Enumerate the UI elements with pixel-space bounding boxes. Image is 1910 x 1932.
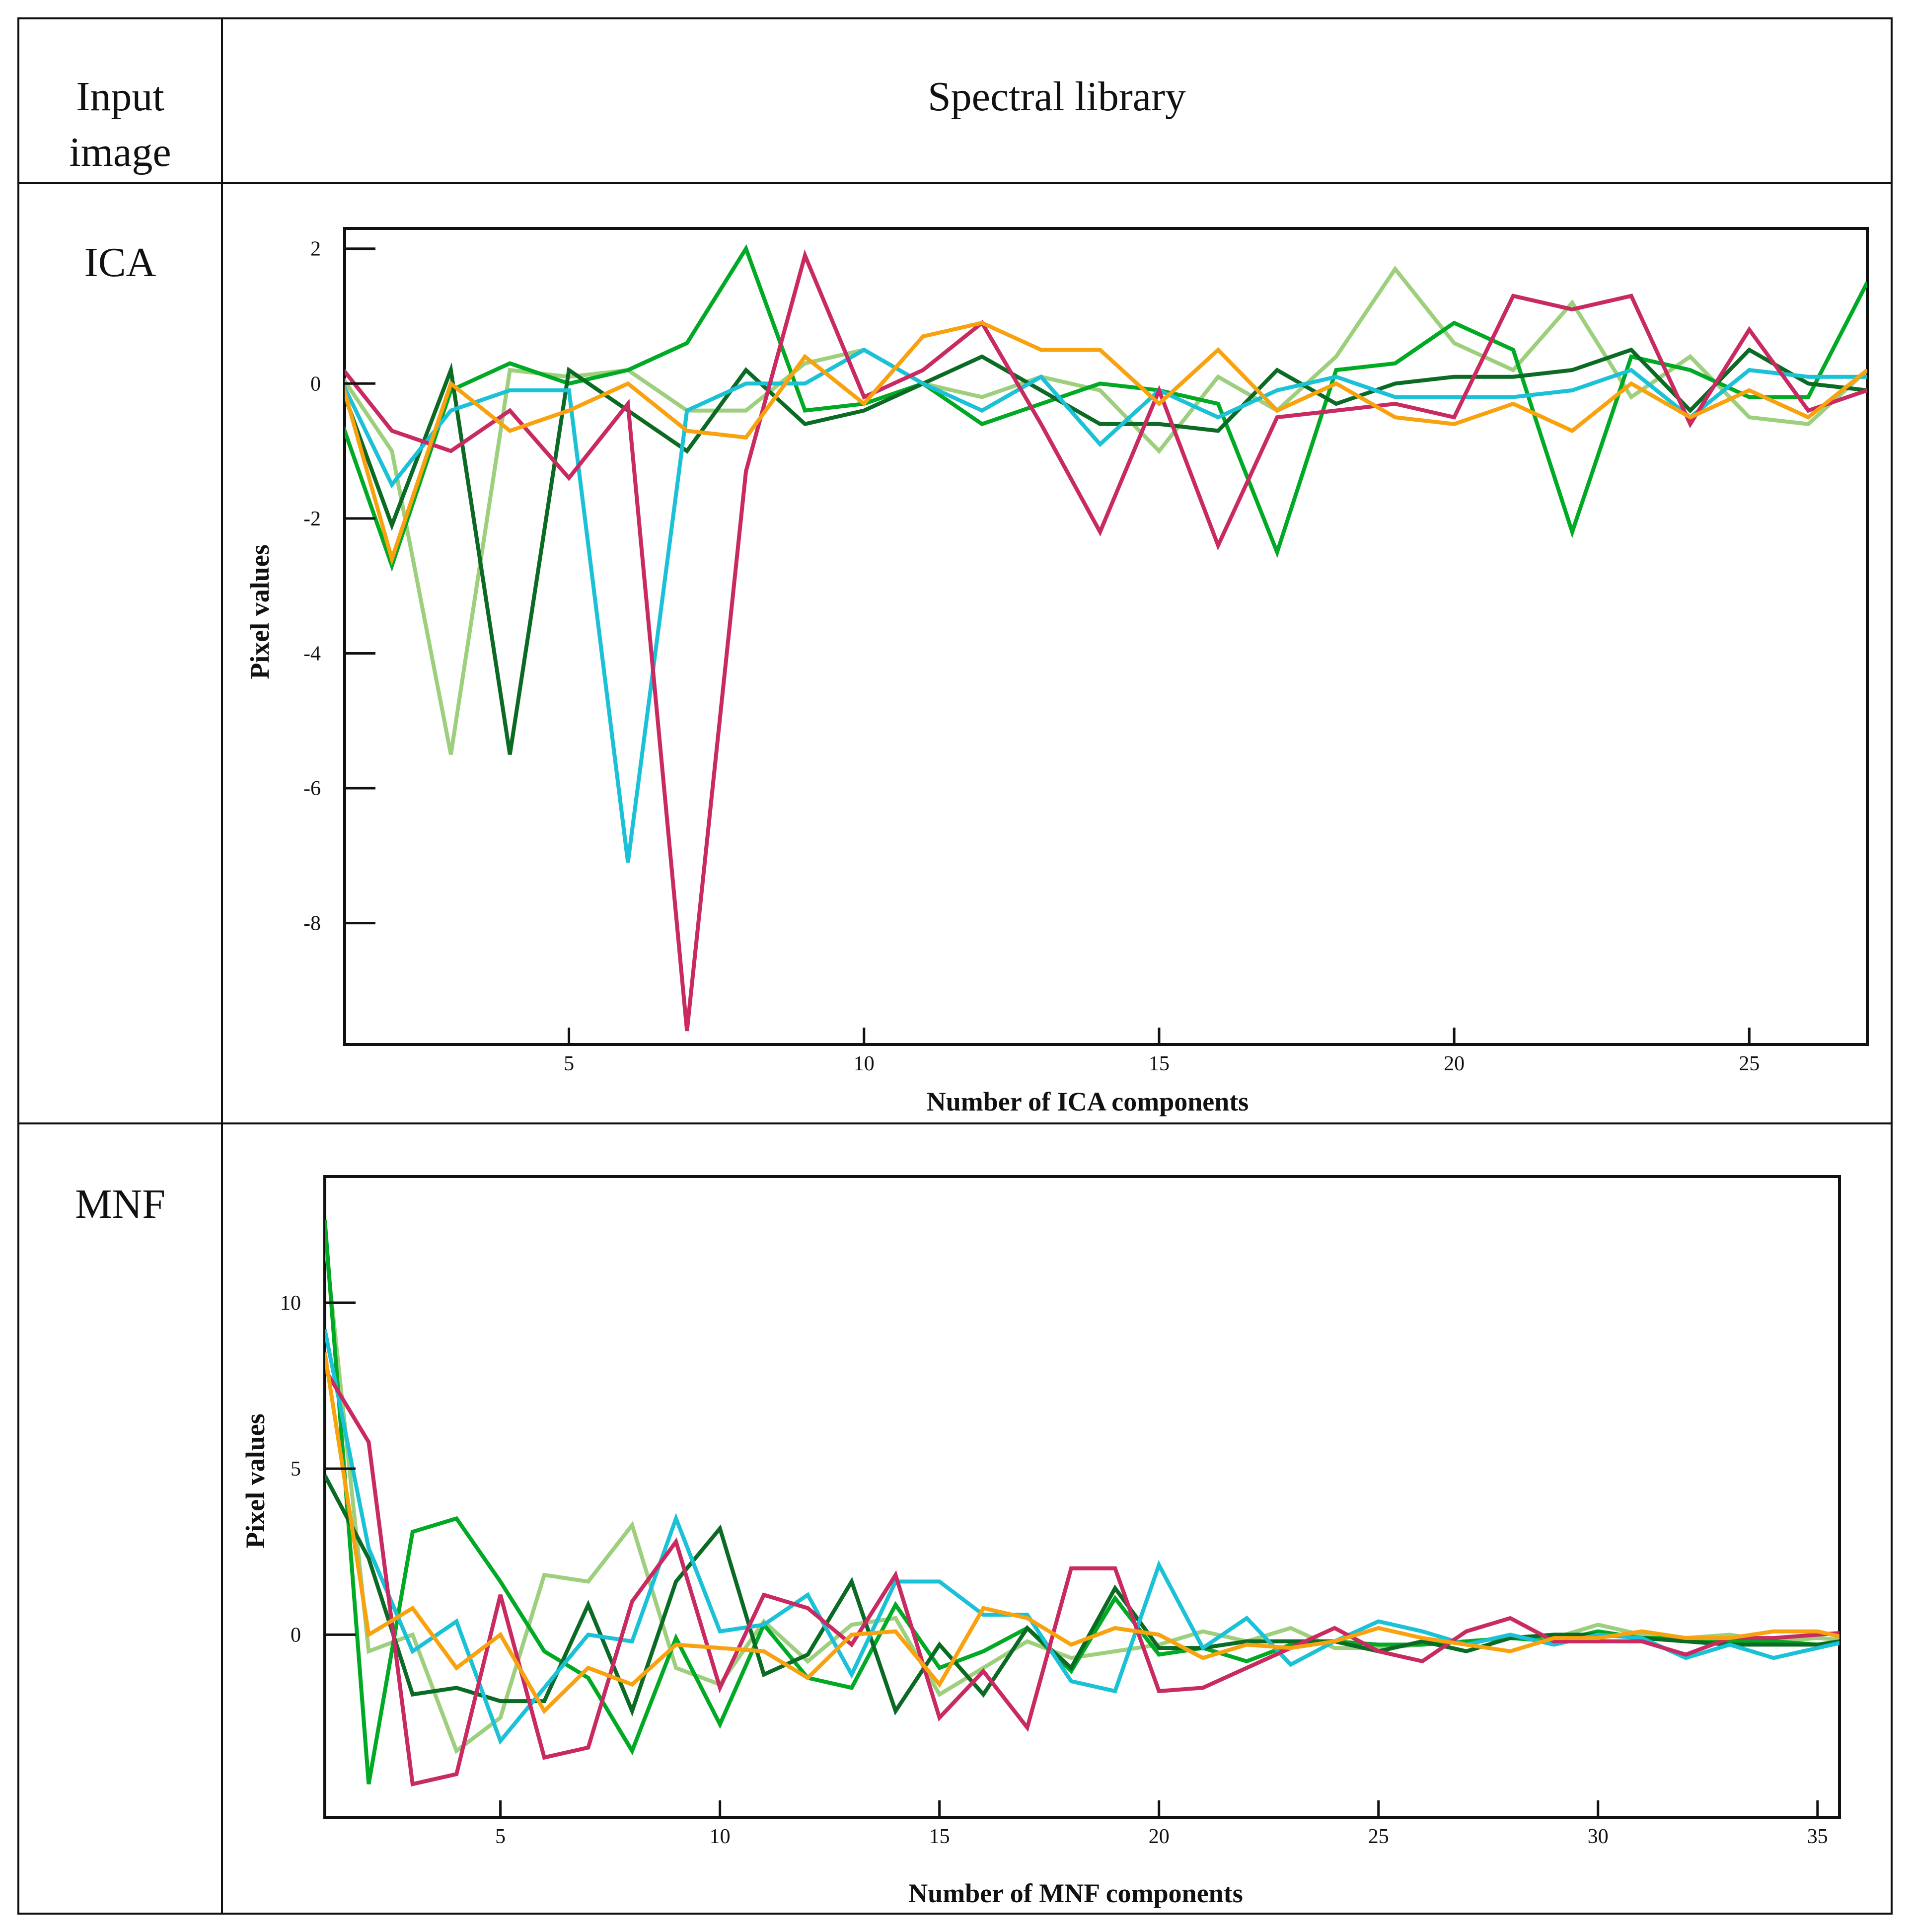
mnf-y-axis-label: Pixel values <box>240 1413 270 1548</box>
header-input-image-line1: Input <box>76 74 164 120</box>
ica-y-tick-label: 2 <box>310 238 321 261</box>
ica-series-dark-green <box>345 347 1867 755</box>
row-label-mnf: MNF <box>75 1181 165 1227</box>
mnf-x-tick-label: 30 <box>1588 1825 1609 1848</box>
mnf-chart: 5 10 15 20 25 30 35 10 5 0 Number of MNF componen… <box>240 1175 1841 1908</box>
ica-series-magenta <box>345 249 1867 1032</box>
mnf-y-tick-label: 10 <box>280 1292 301 1315</box>
ica-series-cyan <box>345 347 1867 863</box>
mnf-y-tick-label: 5 <box>291 1458 301 1481</box>
mnf-series-light-green <box>325 1236 1839 1754</box>
ica-series-light-green <box>345 265 1867 755</box>
mnf-axis-ticks: 5 10 15 20 25 30 35 10 5 0 <box>280 1292 1828 1848</box>
header-input-image-line2: image <box>69 129 171 175</box>
row-label-ica: ICA <box>84 239 156 286</box>
mnf-x-tick-label: 20 <box>1149 1825 1170 1848</box>
ica-y-tick-label: 0 <box>310 372 321 395</box>
mnf-plot-frame <box>323 1175 1841 1819</box>
mnf-series-magenta <box>325 1368 1839 1787</box>
ica-y-tick-label: -6 <box>303 777 321 800</box>
ica-y-axis-label: Pixel values <box>245 544 275 679</box>
ica-x-tick-label: 15 <box>1149 1052 1170 1075</box>
mnf-x-tick-label: 5 <box>495 1825 506 1848</box>
ica-y-tick-label: -8 <box>303 912 321 935</box>
ica-x-tick-label: 10 <box>854 1052 875 1075</box>
mnf-x-tick-label: 25 <box>1368 1825 1389 1848</box>
ica-x-tick-label: 20 <box>1444 1052 1465 1075</box>
mnf-series-group <box>325 1219 1839 1787</box>
ica-x-axis-label: Number of ICA components <box>927 1087 1249 1116</box>
mnf-x-tick-label: 15 <box>929 1825 950 1848</box>
ica-series-group <box>345 244 1867 1032</box>
table-grid <box>17 17 1893 1915</box>
ica-x-tick-label: 25 <box>1739 1052 1760 1075</box>
mnf-x-axis-label: Number of MNF components <box>908 1878 1243 1908</box>
ica-x-tick-label: 5 <box>564 1052 574 1075</box>
ica-y-tick-label: -4 <box>303 642 321 665</box>
mnf-series-orange <box>325 1352 1839 1714</box>
mnf-x-tick-label: 10 <box>710 1825 731 1848</box>
ica-series-orange <box>345 320 1867 566</box>
mnf-x-tick-label: 35 <box>1807 1825 1828 1848</box>
ica-plot-frame <box>343 227 1869 1046</box>
ica-y-tick-label: -2 <box>303 508 321 530</box>
table-border <box>17 17 1893 1915</box>
ica-series-green <box>345 244 1867 572</box>
header-spectral-library: Spectral library <box>928 74 1186 120</box>
mnf-y-tick-label: 0 <box>291 1624 301 1646</box>
